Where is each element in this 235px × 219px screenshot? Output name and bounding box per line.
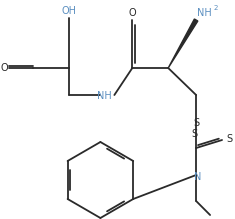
- Text: NH: NH: [97, 91, 112, 101]
- Text: O: O: [129, 8, 136, 18]
- Text: NH: NH: [197, 8, 212, 18]
- Text: S: S: [226, 134, 232, 144]
- Text: S: S: [193, 118, 199, 128]
- Text: O: O: [1, 63, 8, 73]
- Text: 2: 2: [214, 5, 218, 11]
- Polygon shape: [168, 19, 198, 68]
- Text: OH: OH: [61, 6, 76, 16]
- Text: N: N: [194, 172, 202, 182]
- Text: S: S: [191, 129, 197, 139]
